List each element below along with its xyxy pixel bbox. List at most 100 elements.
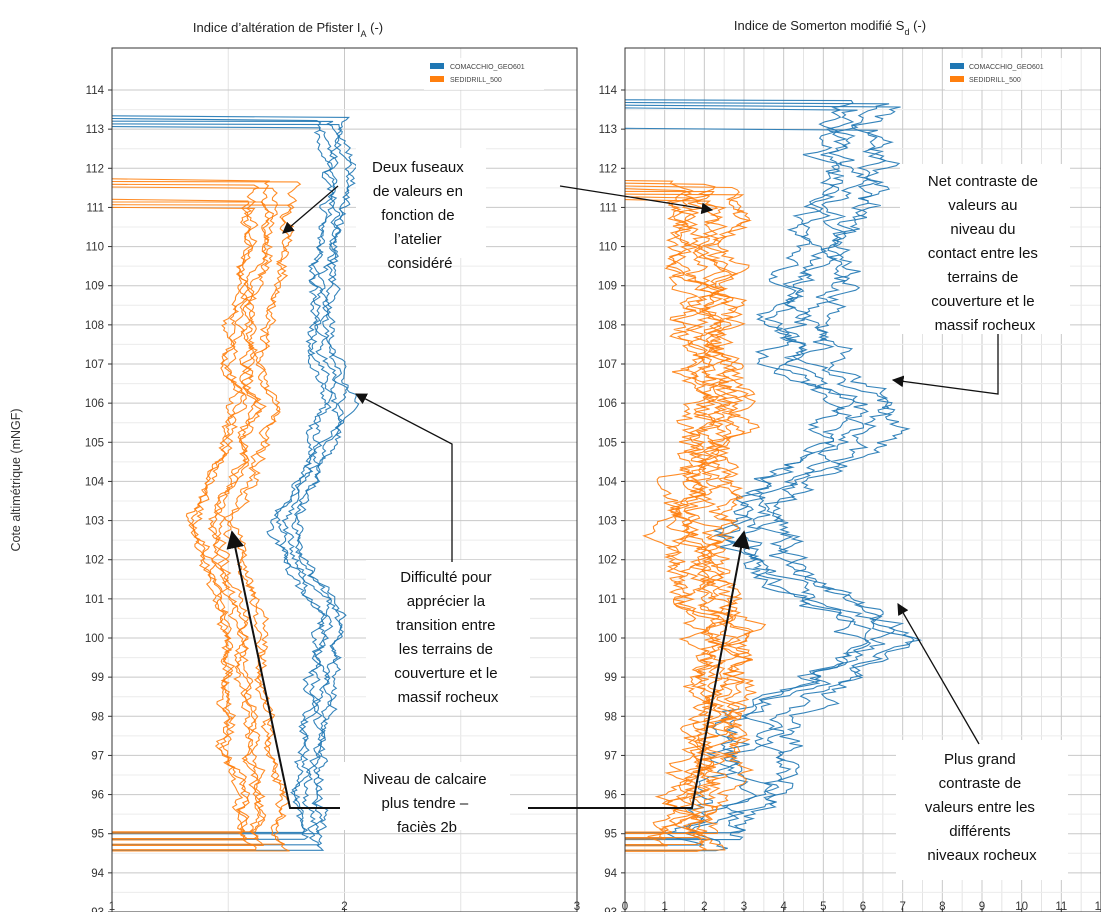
pfister-y-ticks: 93 94 95 96 97 98 99 100 101 102 103 104 105 106 107 10…	[85, 85, 112, 912]
series-line-sedidrill	[111, 186, 279, 833]
x-tick-label: 12	[1095, 901, 1101, 912]
arrow-plus-grand-contraste	[897, 602, 980, 745]
x-tick-label: 4	[780, 901, 787, 912]
somerton-panel: Indice de Somerton modifié Sd (-) 939495…	[598, 18, 1101, 912]
y-tick-label: 107	[85, 359, 104, 371]
y-tick-label: 98	[91, 711, 104, 723]
y-tick-label: 110	[86, 242, 104, 254]
series-line-comacchio	[624, 127, 915, 841]
series-line-sedidrill	[111, 178, 270, 840]
series-line-sedidrill	[624, 179, 723, 847]
y-tick-label: 114	[599, 85, 618, 97]
annotation-bg	[896, 740, 1068, 880]
legend-swatch-comacchio	[950, 63, 964, 69]
annotation-niveau-calcaire: Niveau de calcaire plus tendre – faciès …	[363, 771, 491, 836]
legend-label-comacchio: COMACCHIO_GEO601	[450, 64, 525, 71]
pfister-panel: Indice d’altération de Pfister IA (-) Co…	[9, 20, 580, 912]
x-tick-label: 9	[979, 901, 985, 912]
y-tick-label: 101	[598, 594, 617, 606]
series-line-sedidrill	[112, 201, 275, 847]
series-line-comacchio	[111, 115, 360, 835]
y-tick-label: 97	[91, 750, 104, 762]
y-tick-label: 99	[91, 672, 104, 684]
annotation-deux-fuseaux: Deux fuseaux de valeurs en fonction de l…	[372, 159, 468, 272]
legend-swatch-comacchio	[430, 63, 444, 69]
y-tick-label: 96	[91, 790, 104, 802]
arrow-fuseaux-left	[282, 185, 339, 234]
y-tick-label: 98	[604, 711, 617, 723]
y-tick-label: 110	[599, 242, 617, 254]
y-tick-label: 95	[604, 829, 617, 841]
annotation-difficulte: Difficulté pour apprécier la transition …	[394, 569, 502, 706]
x-tick-label: 1	[109, 901, 115, 912]
y-tick-label: 112	[599, 163, 617, 175]
series-line-comacchio	[624, 101, 896, 852]
series-line-comacchio	[111, 120, 342, 846]
y-tick-label: 108	[598, 320, 617, 332]
annotation-bg	[356, 148, 486, 258]
legend-label-sedidrill: SEDIDRILL_500	[969, 77, 1021, 84]
y-tick-label: 102	[598, 555, 617, 567]
series-line-comacchio	[111, 123, 358, 851]
y-tick-label: 100	[85, 633, 104, 645]
pfister-title: Indice d’altération de Pfister IA (-)	[193, 20, 383, 39]
pfister-series	[111, 115, 360, 852]
arrow-fuseaux-right	[559, 185, 714, 215]
x-tick-label: 3	[574, 901, 580, 912]
series-line-comacchio	[111, 126, 335, 833]
series-line-sedidrill	[111, 206, 258, 834]
y-tick-label: 94	[604, 868, 617, 880]
somerton-legend: COMACCHIO_GEO601 SEDIDRILL_500	[945, 58, 1069, 90]
y-tick-label: 105	[85, 437, 104, 449]
y-tick-label: 97	[604, 750, 617, 762]
x-tick-label: 6	[860, 901, 866, 912]
y-tick-label: 102	[85, 555, 104, 567]
somerton-title: Indice de Somerton modifié Sd (-)	[734, 18, 926, 37]
x-tick-label: 5	[820, 901, 826, 912]
series-line-sedidrill	[624, 182, 753, 852]
annotations: Deux fuseaux de valeurs en fonction de l…	[226, 148, 1070, 880]
x-tick-label: 8	[939, 901, 945, 912]
somerton-plot-frame	[624, 47, 1101, 912]
legend-box	[424, 58, 544, 90]
y-tick-label: 113	[86, 124, 104, 136]
x-tick-label: 2	[341, 901, 347, 912]
annotation-plus-grand-contraste: Plus grand contraste de valeurs entre le…	[925, 751, 1039, 864]
series-line-sedidrill	[111, 183, 260, 851]
x-tick-label: 1	[661, 901, 667, 912]
legend-swatch-sedidrill	[430, 76, 444, 82]
legend-swatch-sedidrill	[950, 76, 964, 82]
y-tick-label: 94	[91, 868, 104, 880]
series-line-comacchio	[624, 104, 923, 834]
legend-label-comacchio: COMACCHIO_GEO601	[969, 64, 1044, 71]
y-axis-label: Cote altimétrique (mNGF)	[9, 408, 23, 551]
y-tick-label: 106	[85, 398, 104, 410]
y-tick-label: 107	[598, 359, 617, 371]
series-line-sedidrill	[624, 185, 757, 834]
arrow-difficulte	[354, 393, 453, 562]
legend-box	[945, 58, 1069, 90]
y-tick-label: 103	[85, 516, 104, 528]
y-tick-label: 113	[599, 124, 617, 136]
x-tick-label: 0	[622, 901, 628, 912]
annotation-bg	[340, 762, 510, 830]
y-tick-label: 104	[598, 476, 618, 488]
annotation-bg	[366, 560, 530, 710]
annotation-net-contraste: Net contraste de valeurs au niveau du co…	[928, 173, 1042, 334]
series-line-sedidrill	[111, 198, 253, 841]
y-tick-label: 111	[87, 202, 104, 214]
pfister-plot-frame	[111, 47, 578, 912]
y-tick-label: 112	[86, 163, 104, 175]
y-tick-label: 93	[604, 907, 617, 912]
x-tick-label: 10	[1015, 901, 1028, 912]
arrow-calcaire-left	[226, 530, 340, 809]
y-tick-label: 101	[85, 594, 104, 606]
series-line-comacchio	[624, 107, 870, 839]
y-tick-label: 109	[598, 281, 617, 293]
x-tick-label: 11	[1055, 901, 1067, 912]
somerton-series	[624, 99, 923, 852]
pfister-x-ticks: 1 2 3	[109, 901, 580, 912]
series-line-sedidrill	[111, 204, 295, 852]
pfister-legend: COMACCHIO_GEO601 SEDIDRILL_500	[424, 58, 544, 90]
